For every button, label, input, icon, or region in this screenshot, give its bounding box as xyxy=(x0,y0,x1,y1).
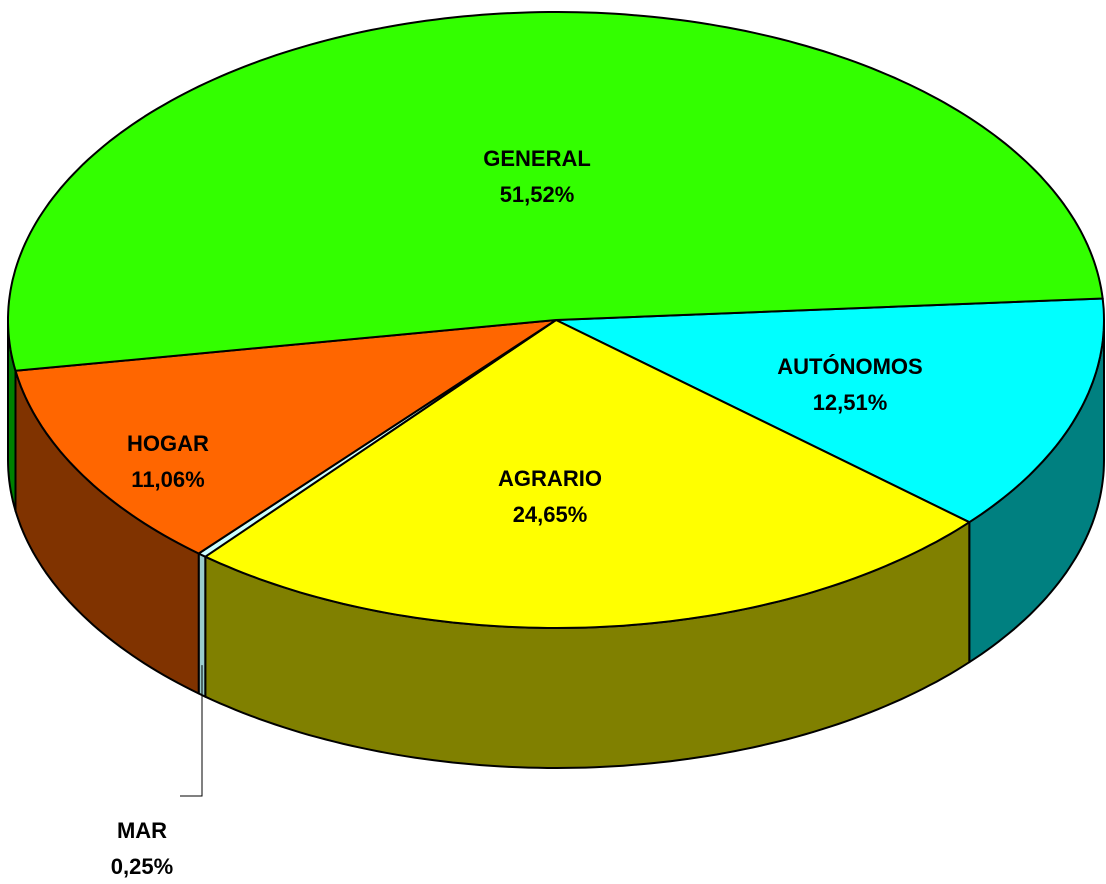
slice-label-name: GENERAL xyxy=(483,146,591,171)
slice-label-name: AGRARIO xyxy=(498,466,602,491)
slice xyxy=(14,319,557,555)
slice xyxy=(555,297,1105,524)
slice-label-value: 12,51% xyxy=(813,390,888,415)
side-walls xyxy=(7,319,1105,769)
leader-line xyxy=(180,665,203,797)
slice-label-name: AUTÓNOMOS xyxy=(777,354,922,379)
slice-label-value: 11,06% xyxy=(131,467,204,492)
slice-label-value: 0,25% xyxy=(111,854,173,879)
slice xyxy=(204,319,971,629)
slice-label-name: MAR xyxy=(117,818,167,843)
slice xyxy=(7,11,1104,372)
slice-label-value: 51,52% xyxy=(500,182,575,207)
slice-label-value: 24,65% xyxy=(513,502,588,527)
slice-label-name: HOGAR xyxy=(127,431,209,456)
slice-tops xyxy=(7,11,1105,629)
